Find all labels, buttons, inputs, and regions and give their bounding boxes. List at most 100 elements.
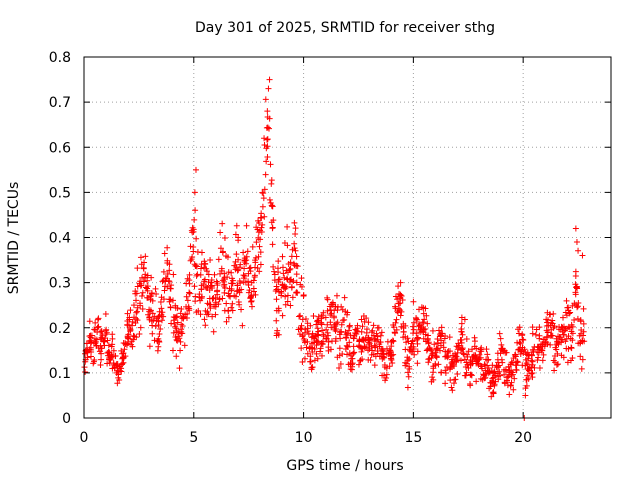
data-point bbox=[198, 286, 205, 293]
data-point bbox=[562, 338, 569, 345]
data-point bbox=[236, 289, 243, 296]
data-point bbox=[414, 335, 421, 342]
data-point bbox=[189, 224, 196, 231]
data-point bbox=[376, 341, 383, 348]
data-point bbox=[304, 338, 311, 345]
data-point bbox=[336, 352, 343, 359]
data-point bbox=[317, 348, 324, 355]
data-point bbox=[209, 295, 216, 302]
data-point bbox=[251, 274, 258, 281]
data-point bbox=[415, 320, 422, 327]
data-point bbox=[198, 249, 205, 256]
y-tick-label: 0.4 bbox=[49, 231, 71, 247]
data-point bbox=[137, 302, 144, 309]
data-point bbox=[414, 360, 421, 367]
data-point bbox=[201, 258, 208, 265]
data-point bbox=[413, 315, 420, 322]
data-point bbox=[542, 338, 549, 345]
data-point bbox=[468, 371, 475, 378]
data-point bbox=[246, 265, 253, 272]
data-point bbox=[418, 304, 425, 311]
data-point bbox=[160, 268, 167, 275]
data-point bbox=[428, 354, 435, 361]
data-point bbox=[103, 326, 110, 333]
data-point bbox=[166, 278, 173, 285]
y-tick-label: 0.7 bbox=[49, 95, 71, 111]
data-point bbox=[365, 319, 372, 326]
data-point bbox=[338, 303, 345, 310]
data-point bbox=[320, 309, 327, 316]
data-point bbox=[332, 323, 339, 330]
data-point bbox=[485, 364, 492, 371]
data-point bbox=[413, 330, 420, 337]
data-point bbox=[381, 363, 388, 370]
data-point bbox=[167, 285, 174, 292]
data-point bbox=[98, 334, 105, 341]
data-point bbox=[161, 250, 168, 257]
data-point bbox=[551, 367, 558, 374]
data-point bbox=[575, 247, 582, 254]
data-point bbox=[232, 231, 239, 238]
data-point bbox=[433, 346, 440, 353]
data-point bbox=[129, 343, 136, 350]
data-point bbox=[261, 213, 268, 220]
data-point bbox=[580, 328, 587, 335]
data-point bbox=[349, 361, 356, 368]
data-point bbox=[275, 305, 282, 312]
data-point bbox=[550, 310, 557, 317]
data-point bbox=[366, 337, 373, 344]
data-point bbox=[572, 291, 579, 298]
data-point bbox=[560, 314, 567, 321]
data-point bbox=[363, 315, 370, 322]
data-point bbox=[399, 297, 406, 304]
data-point bbox=[449, 387, 456, 394]
data-point bbox=[359, 323, 366, 330]
data-point bbox=[108, 351, 115, 358]
data-point bbox=[393, 316, 400, 323]
data-point bbox=[82, 369, 89, 376]
data-point bbox=[240, 249, 247, 256]
data-point bbox=[579, 252, 586, 259]
data-point bbox=[125, 321, 132, 328]
data-point bbox=[370, 322, 377, 329]
data-point bbox=[247, 268, 254, 275]
data-point bbox=[313, 321, 320, 328]
data-point bbox=[395, 300, 402, 307]
data-point bbox=[580, 320, 587, 327]
data-point bbox=[310, 333, 317, 340]
data-point bbox=[268, 202, 275, 209]
data-point bbox=[344, 343, 351, 350]
data-point bbox=[301, 355, 308, 362]
data-point bbox=[380, 351, 387, 358]
data-point bbox=[266, 125, 273, 132]
data-point bbox=[529, 330, 536, 337]
data-point bbox=[327, 312, 334, 319]
data-point bbox=[423, 312, 430, 319]
data-point bbox=[529, 370, 536, 377]
data-point bbox=[539, 341, 546, 348]
data-point bbox=[319, 327, 326, 334]
data-point bbox=[248, 297, 255, 304]
data-point bbox=[204, 268, 211, 275]
x-tick-label: 20 bbox=[514, 430, 532, 446]
data-point bbox=[398, 308, 405, 315]
data-point bbox=[90, 358, 97, 365]
data-point bbox=[247, 293, 254, 300]
data-point bbox=[410, 298, 417, 305]
data-point bbox=[534, 357, 541, 364]
data-point bbox=[177, 347, 184, 354]
data-point bbox=[177, 338, 184, 345]
data-point bbox=[212, 311, 219, 318]
data-point bbox=[569, 330, 576, 337]
data-point bbox=[446, 334, 453, 341]
data-point bbox=[141, 259, 148, 266]
x-tick-label: 15 bbox=[404, 430, 422, 446]
data-point bbox=[344, 351, 351, 358]
data-point bbox=[245, 281, 252, 288]
data-point bbox=[269, 241, 276, 248]
data-point bbox=[142, 253, 149, 260]
data-point bbox=[86, 338, 93, 345]
data-point bbox=[574, 285, 581, 292]
data-point bbox=[465, 348, 472, 355]
data-point bbox=[395, 283, 402, 290]
